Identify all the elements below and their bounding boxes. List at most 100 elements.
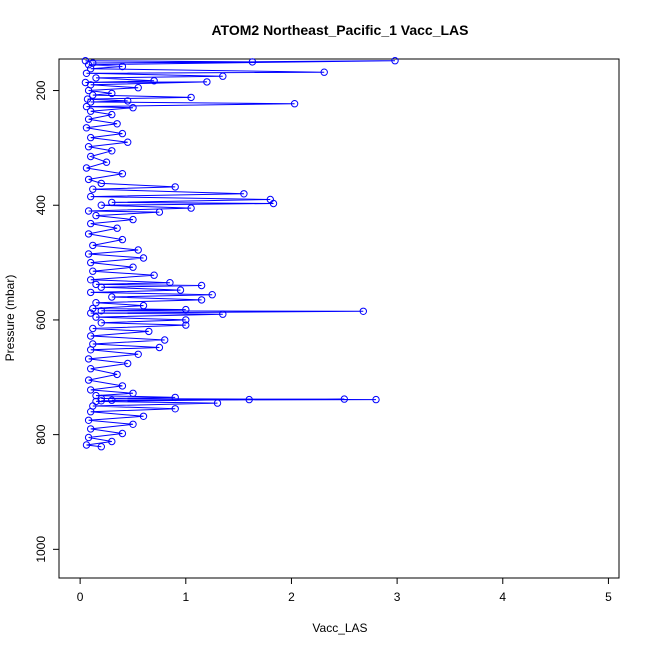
data-point: [187, 93, 195, 102]
data-point: [108, 396, 116, 404]
data-point: [182, 316, 190, 324]
data-point: [87, 309, 95, 317]
data-point: [129, 215, 137, 224]
data-point: [108, 147, 116, 155]
data-point: [108, 89, 116, 98]
data-point: [187, 204, 195, 212]
data-point: [87, 425, 95, 433]
data-point: [134, 350, 142, 358]
data-point: [219, 310, 227, 318]
data-point: [102, 158, 111, 166]
data-point: [84, 355, 93, 363]
data-point: [176, 286, 185, 294]
data-point: [391, 57, 399, 65]
data-point: [87, 107, 95, 115]
data-point: [171, 405, 179, 413]
x-tick-label: 5: [605, 590, 612, 604]
data-point: [87, 288, 95, 297]
data-point: [87, 133, 95, 142]
data-point: [245, 395, 253, 404]
data-point: [87, 346, 95, 354]
data-point: [89, 267, 97, 275]
data-point: [108, 293, 116, 301]
data-point: [87, 258, 95, 267]
data-point: [139, 254, 148, 262]
data-point: [82, 102, 91, 111]
data-point: [134, 246, 142, 254]
y-axis: 200 400 600 800 1000: [34, 80, 59, 563]
data-point: [97, 201, 106, 209]
data-point: [87, 332, 95, 340]
data-point: [82, 164, 91, 172]
data-point: [97, 443, 106, 451]
data-point: [84, 376, 93, 384]
x-tick-label: 2: [288, 590, 295, 604]
data-point: [113, 120, 121, 128]
data-point: [82, 124, 91, 132]
y-axis-title: Pressure (mbar): [3, 275, 17, 362]
data-point: [84, 115, 93, 123]
x-tick-label: 4: [499, 590, 506, 604]
data-point: [92, 313, 100, 321]
data-point: [84, 207, 93, 215]
x-tick-label: 0: [77, 590, 84, 604]
data-point: [97, 319, 106, 327]
data-point: [87, 98, 95, 106]
data-point: [84, 433, 93, 442]
data-point: [84, 143, 93, 151]
data-point: [182, 321, 190, 329]
data-point: [290, 100, 299, 108]
data-point: [87, 276, 95, 284]
data-point: [208, 291, 216, 299]
chart-title: ATOM2 Northeast_Pacific_1 Vacc_LAS: [211, 22, 468, 38]
data-point: [213, 399, 222, 407]
data-point: [89, 185, 97, 193]
data-point: [87, 65, 95, 73]
data-point: [97, 283, 106, 291]
x-tick-label: 3: [394, 590, 401, 604]
data-point: [118, 235, 127, 244]
data-point: [134, 84, 142, 92]
data-point: [139, 301, 148, 310]
data-point: [87, 386, 95, 394]
y-tick-label: 600: [34, 310, 48, 330]
y-tick-label: 200: [34, 80, 48, 100]
data-point: [82, 441, 91, 449]
data-point: [97, 179, 106, 188]
data-point: [87, 192, 95, 201]
data-point: [89, 241, 97, 250]
data-point: [89, 304, 97, 313]
plot-area: [81, 57, 399, 451]
data-point: [108, 437, 116, 446]
data-point: [89, 91, 97, 99]
data-point: [161, 336, 169, 344]
data-point: [84, 230, 93, 238]
data-point: [113, 370, 121, 379]
data-point: [84, 250, 93, 258]
data-point: [171, 393, 179, 402]
data-point: [150, 77, 158, 85]
x-axis: 0 1 2 3 4 5: [77, 578, 612, 604]
data-point: [92, 299, 100, 307]
data-point: [118, 129, 127, 138]
data-point: [87, 408, 95, 416]
data-point: [219, 72, 227, 80]
data-point: [129, 389, 137, 397]
data-point: [197, 281, 206, 290]
data-point: [118, 170, 127, 178]
data-point: [84, 60, 93, 69]
data-point: [145, 327, 153, 336]
data-point: [108, 198, 116, 207]
x-tick-label: 1: [182, 590, 189, 604]
data-point: [97, 307, 106, 315]
data-point: [340, 395, 348, 403]
data-point: [269, 199, 278, 208]
data-point: [129, 263, 137, 271]
y-tick-label: 1000: [34, 536, 48, 563]
data-point: [118, 382, 127, 390]
data-point: [92, 74, 100, 82]
data-point: [124, 359, 132, 368]
data-point: [87, 152, 95, 161]
